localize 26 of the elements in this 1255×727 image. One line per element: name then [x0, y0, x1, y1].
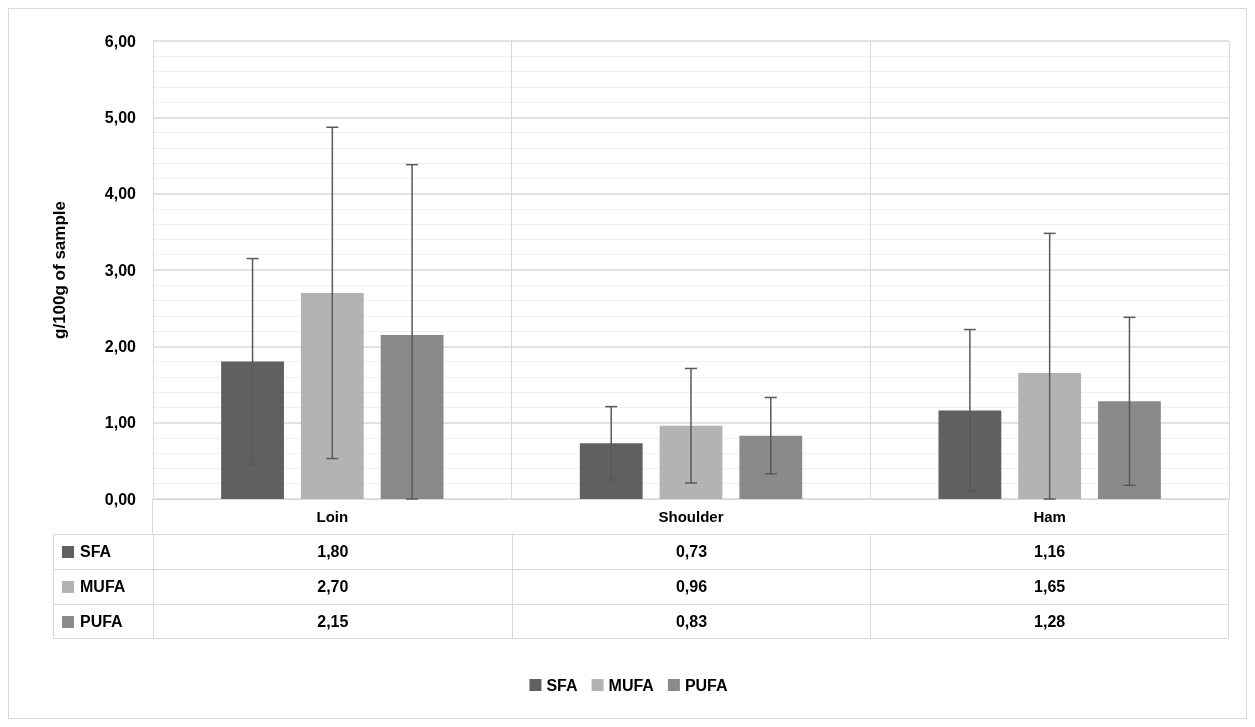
y-tick-label: 4,00	[104, 185, 137, 203]
y-tick-label: 1,00	[104, 414, 137, 432]
data-label: 1,28	[870, 604, 1229, 639]
data-label: 1,65	[870, 569, 1229, 604]
data-label: 2,70	[153, 569, 512, 604]
y-tick-label: 5,00	[104, 108, 137, 126]
x-tick-label: Shoulder	[658, 508, 724, 525]
data-label: 2,15	[153, 604, 512, 639]
text: MUFA	[80, 578, 126, 595]
data-label: 0,96	[511, 569, 871, 604]
data-label: 0,83	[511, 604, 871, 639]
legend-label: MUFA	[608, 676, 655, 694]
y-axis-title: g/100g of sample	[50, 201, 69, 339]
y-tick-label: 0,00	[104, 490, 137, 508]
y-tick-label: 6,00	[104, 32, 137, 50]
legend-label: SFA	[80, 543, 112, 561]
y-tick-label: 3,00	[104, 261, 137, 279]
text: SFA	[546, 676, 578, 694]
text: PUFA	[80, 612, 123, 630]
data-label: 1,16	[870, 534, 1229, 569]
y-tick-label: 2,00	[104, 337, 137, 355]
x-tick-label: Ham	[1033, 508, 1066, 525]
legend-label: PUFA	[684, 676, 728, 694]
x-tick-label: Loin	[316, 508, 349, 525]
data-label: 0,73	[511, 534, 871, 569]
data-label: 1,80	[153, 534, 512, 569]
